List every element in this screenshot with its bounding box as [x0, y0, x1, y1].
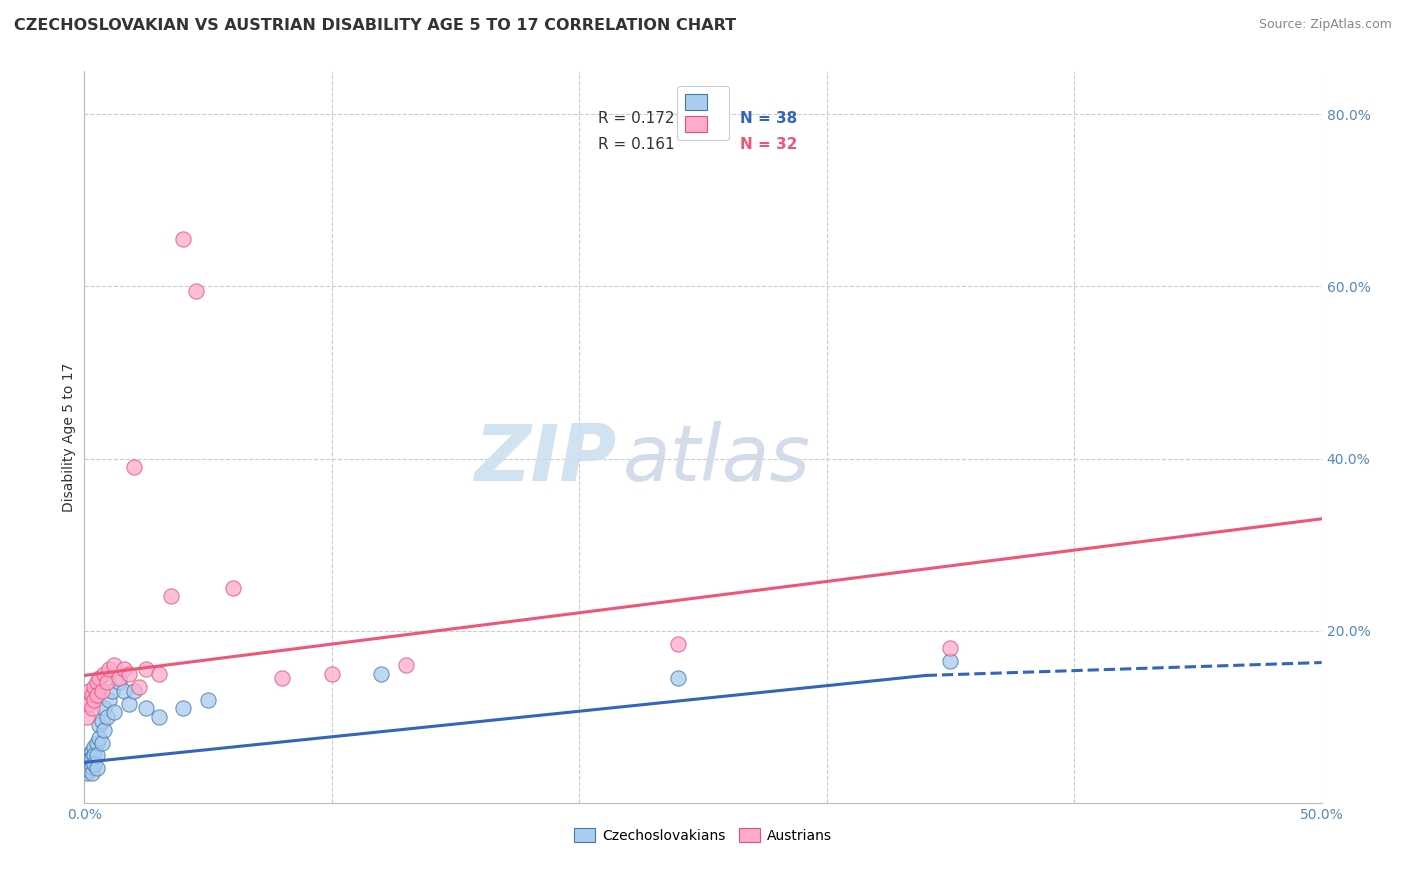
Point [86, 748, 108, 763]
Point [128, 680, 150, 694]
Point [83, 739, 105, 754]
Point [93, 701, 115, 715]
Point [80, 759, 103, 773]
Point [122, 684, 145, 698]
Point [108, 671, 131, 685]
Point [79, 755, 101, 769]
Point [271, 671, 294, 685]
Point [76, 761, 98, 775]
Point [321, 666, 343, 681]
Point [86, 688, 108, 702]
Point [80, 701, 103, 715]
Point [100, 684, 122, 698]
Point [135, 662, 157, 676]
Point [148, 666, 170, 681]
Point [89, 671, 111, 685]
Point [939, 640, 962, 655]
Point [83, 680, 105, 694]
Point [79, 748, 101, 763]
Point [172, 232, 194, 246]
Point [184, 284, 207, 298]
Point [160, 589, 183, 603]
Point [103, 658, 125, 673]
Point [98, 692, 121, 706]
Point [96, 675, 118, 690]
Point [90, 735, 112, 749]
Point [148, 710, 170, 724]
Point [79, 697, 101, 711]
Point [98, 662, 121, 676]
Point [90, 714, 112, 728]
Point [108, 675, 131, 690]
Point [197, 692, 219, 706]
Point [90, 684, 112, 698]
Point [112, 684, 135, 698]
Point [79, 753, 101, 767]
Point [76, 710, 98, 724]
Text: N = 32: N = 32 [740, 137, 797, 152]
Point [939, 654, 962, 668]
Point [135, 701, 157, 715]
Text: CZECHOSLOVAKIAN VS AUSTRIAN DISABILITY AGE 5 TO 17 CORRELATION CHART: CZECHOSLOVAKIAN VS AUSTRIAN DISABILITY A… [14, 18, 737, 33]
Point [370, 666, 392, 681]
Point [76, 757, 98, 772]
Point [96, 710, 118, 724]
Point [79, 763, 101, 777]
Point [118, 697, 141, 711]
Point [222, 581, 245, 595]
Point [86, 735, 108, 749]
Text: R = 0.161: R = 0.161 [598, 137, 675, 152]
Point [76, 765, 98, 780]
Point [112, 662, 135, 676]
Legend: Czechoslovakians, Austrians: Czechoslovakians, Austrians [569, 824, 837, 847]
Point [89, 718, 111, 732]
Y-axis label: Disability Age 5 to 17: Disability Age 5 to 17 [62, 362, 76, 512]
Text: atlas: atlas [623, 421, 810, 497]
Point [86, 675, 108, 690]
Text: Source: ZipAtlas.com: Source: ZipAtlas.com [1258, 18, 1392, 31]
Point [76, 692, 98, 706]
Point [395, 658, 418, 673]
Text: N = 38: N = 38 [740, 111, 797, 126]
Point [83, 748, 105, 763]
Text: ZIP: ZIP [474, 421, 616, 497]
Point [86, 761, 108, 775]
Point [118, 666, 141, 681]
Point [89, 731, 111, 746]
Point [80, 765, 103, 780]
Text: R = 0.172: R = 0.172 [598, 111, 675, 126]
Point [83, 757, 105, 772]
Point [80, 744, 103, 758]
Point [83, 692, 105, 706]
Point [122, 460, 145, 475]
Point [79, 684, 101, 698]
Point [666, 637, 689, 651]
Point [103, 706, 125, 720]
Point [172, 701, 194, 715]
Point [80, 751, 103, 765]
Point [80, 688, 103, 702]
Point [93, 723, 115, 737]
Point [93, 666, 115, 681]
Point [666, 671, 689, 685]
